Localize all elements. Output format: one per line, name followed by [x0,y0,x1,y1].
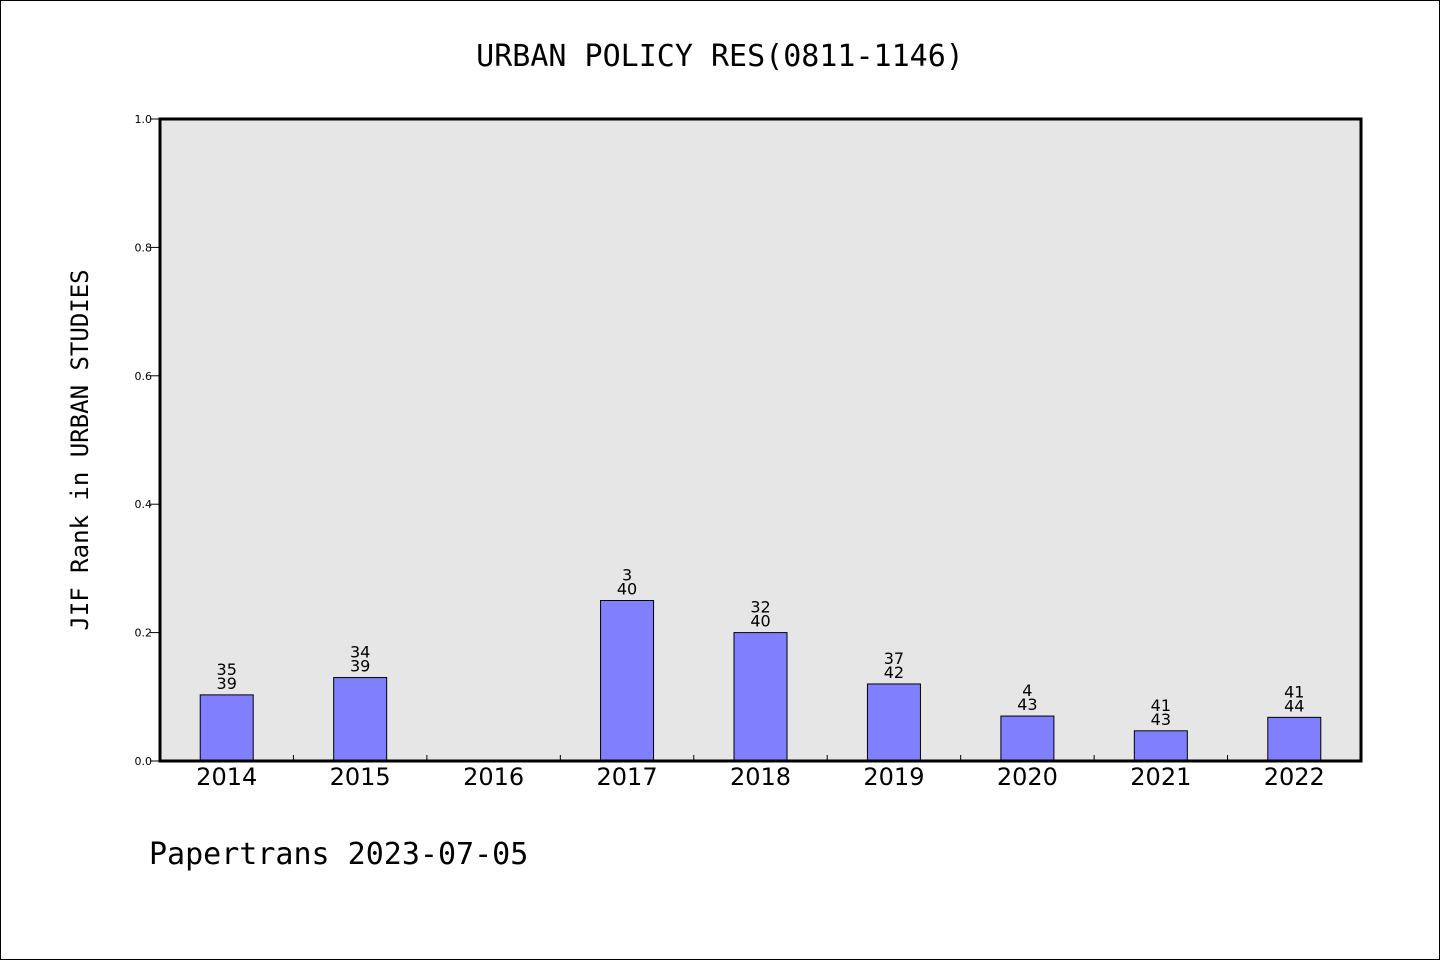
bar-label-rank: 32 [750,598,770,617]
x-tick-label: 2015 [330,763,391,791]
bar-label-total: 44 [1284,696,1304,715]
bar-label-total: 43 [1151,710,1171,729]
bar-label-rank: 41 [1151,696,1171,715]
bar-label-rank: 34 [350,643,370,662]
bar-label-rank: 35 [217,660,237,679]
y-tick-label: 0.8 [135,241,153,254]
bar [333,677,388,762]
bar-label-total: 42 [884,663,904,682]
x-tick-label: 2014 [196,763,257,791]
x-tick-label: 2019 [863,763,924,791]
x-axis: 2014 2015 2016 2017 2018 2019 2020 2021 2022 [196,755,1325,791]
x-tick-label: 2018 [730,763,791,791]
bar [733,632,788,762]
x-tick-label: 2016 [463,763,524,791]
y-tick-label: 1.0 [135,113,153,126]
x-tick-label: 2022 [1264,763,1325,791]
bar-label-total: 43 [1017,695,1037,714]
bar [1267,716,1322,762]
bar-label-rank: 37 [884,649,904,668]
bar-label-rank: 41 [1284,682,1304,701]
x-tick-label: 2020 [997,763,1058,791]
bar [1000,715,1055,762]
bar-label-rank: 4 [1022,681,1032,700]
bar-label-total: 40 [750,612,770,631]
bar [866,683,921,762]
y-tick-label: 0.2 [135,627,153,640]
bar [1133,730,1188,762]
footer-text: Papertrans 2023-07-05 [149,837,528,872]
y-axis: 0.0 0.2 0.4 0.6 0.8 1.0 [135,113,160,768]
y-tick-label: 0.6 [135,370,153,383]
bar [600,600,655,762]
chart-title: URBAN POLICY RES(0811-1146) [476,39,964,74]
bar-label-total: 39 [350,657,370,676]
bar-label-total: 39 [217,674,237,693]
y-tick-label: 0.0 [135,755,153,768]
bar-label-total: 40 [617,580,637,599]
plot-border [158,117,1363,763]
x-tick-label: 2017 [597,763,658,791]
y-axis-label: JIF Rank in URBAN STUDIES [66,269,94,630]
x-tick-label: 2021 [1130,763,1191,791]
y-tick-label: 0.4 [135,498,153,511]
bar-label-rank: 3 [622,566,632,585]
bar [199,694,254,762]
